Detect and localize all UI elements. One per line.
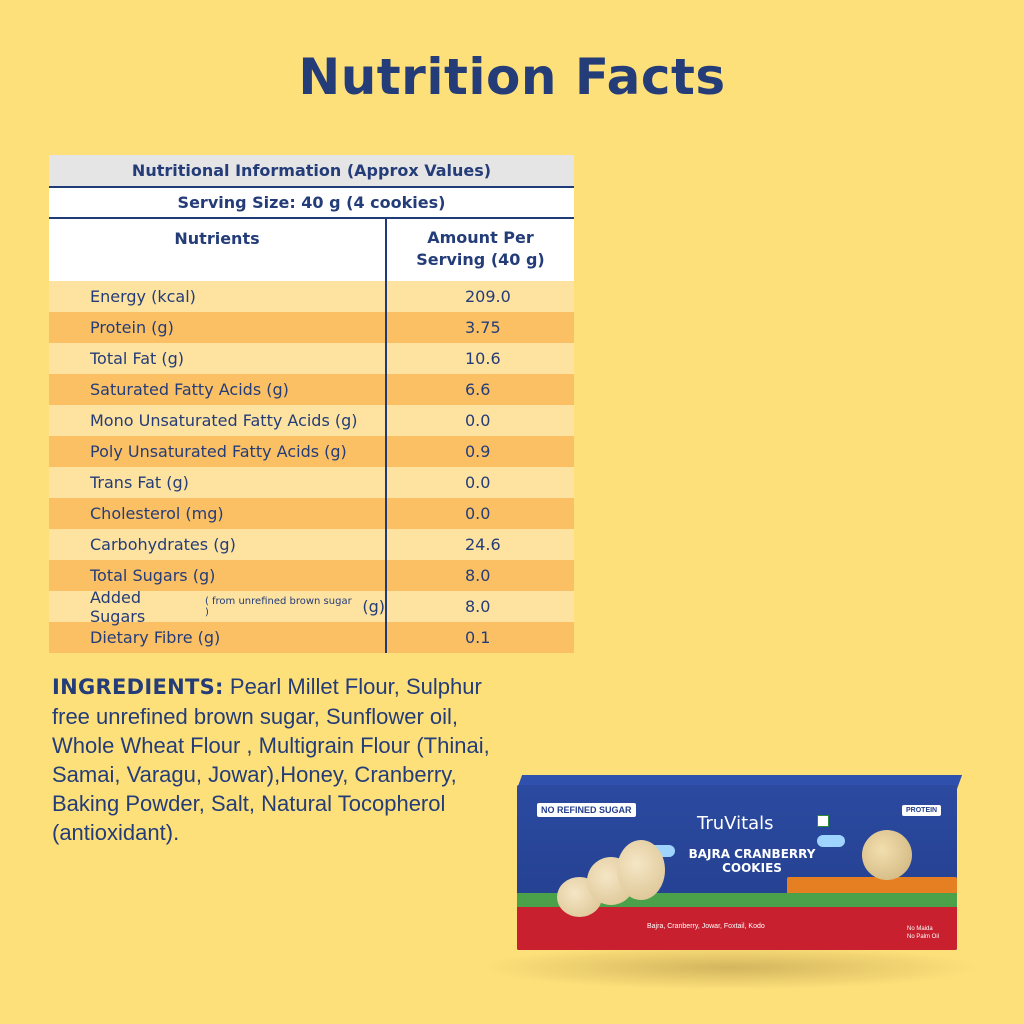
box-shadow bbox=[480, 945, 980, 990]
column-header-amount: Amount Per Serving (40 g) bbox=[387, 219, 574, 281]
veg-mark-icon bbox=[817, 815, 829, 827]
nutrient-value: 0.0 bbox=[465, 411, 491, 430]
nutrient-name: Protein (g) bbox=[49, 312, 387, 343]
table-row: Total Sugars (g) 8.0 bbox=[49, 560, 574, 591]
serving-size: Serving Size: 40 g (4 cookies) bbox=[49, 186, 574, 217]
nutrient-name: Added Sugars bbox=[90, 587, 146, 626]
table-row: Poly Unsaturated Fatty Acids (g) 0.9 bbox=[49, 436, 574, 467]
nutrient-name: Cholesterol (mg) bbox=[49, 498, 387, 529]
protein-tag: PROTEIN bbox=[902, 805, 942, 816]
table-row: Saturated Fatty Acids (g) 6.6 bbox=[49, 374, 574, 405]
grains-list: Bajra, Cranberry, Jowar, Foxtail, Kodo bbox=[647, 923, 765, 930]
table-row: Carbohydrates (g) 24.6 bbox=[49, 529, 574, 560]
nutrient-value: 8.0 bbox=[465, 597, 491, 616]
nutrient-name: Mono Unsaturated Fatty Acids (g) bbox=[49, 405, 387, 436]
nutrient-value: 8.0 bbox=[465, 566, 491, 585]
table-row: Trans Fat (g) 0.0 bbox=[49, 467, 574, 498]
nutrient-name: Trans Fat (g) bbox=[49, 467, 387, 498]
nutrient-name: Dietary Fibre (g) bbox=[49, 622, 387, 653]
table-row: Added Sugars ( from unrefined brown suga… bbox=[49, 588, 574, 626]
nutrient-value: 0.9 bbox=[465, 442, 491, 461]
nutrient-value: 10.6 bbox=[465, 349, 501, 368]
nutrient-name: Saturated Fatty Acids (g) bbox=[49, 374, 387, 405]
nutrient-name: Total Fat (g) bbox=[49, 343, 387, 374]
brand-logo: TruVitals bbox=[697, 813, 774, 834]
nutrient-name: Total Sugars (g) bbox=[49, 560, 387, 591]
table-row: Dietary Fibre (g) 0.1 bbox=[49, 622, 574, 653]
nutrient-name: Energy (kcal) bbox=[49, 281, 387, 312]
table-row: Total Fat (g) 10.6 bbox=[49, 343, 574, 374]
nutrient-name-added-sugars: Added Sugars ( from unrefined brown suga… bbox=[49, 588, 387, 626]
column-header-nutrients: Nutrients bbox=[49, 219, 387, 281]
amount-header-line2: Serving (40 g) bbox=[416, 250, 545, 269]
page-title: Nutrition Facts bbox=[298, 48, 726, 106]
nutrient-value: 3.75 bbox=[465, 318, 501, 337]
table-row: Mono Unsaturated Fatty Acids (g) 0.0 bbox=[49, 405, 574, 436]
ingredients-text: Pearl Millet Flour, Sulphur free unrefin… bbox=[52, 674, 490, 845]
nutrient-note: ( from unrefined brown sugar ) bbox=[204, 595, 352, 618]
no-palm-oil: No Palm Oil bbox=[907, 934, 940, 940]
no-refined-sugar-badge: NO REFINED SUGAR bbox=[537, 803, 636, 817]
cookie-mascot-icon bbox=[862, 830, 912, 880]
table-row: Cholesterol (mg) 0.0 bbox=[49, 498, 574, 529]
product-box-image: NO REFINED SUGAR TruVitals PROTEIN BAJRA… bbox=[480, 775, 980, 990]
product-name-line2: COOKIES bbox=[722, 861, 782, 875]
table-row: Protein (g) 3.75 bbox=[49, 312, 574, 343]
nutrient-name: Poly Unsaturated Fatty Acids (g) bbox=[49, 436, 387, 467]
nutrient-name: Carbohydrates (g) bbox=[49, 529, 387, 560]
cookie-icon bbox=[617, 840, 665, 900]
table-row: Energy (kcal) 209.0 bbox=[49, 281, 574, 312]
nutrient-value: 24.6 bbox=[465, 535, 501, 554]
brand-name: TruVitals bbox=[697, 813, 774, 834]
product-name-line1: BAJRA CRANBERRY bbox=[688, 847, 816, 861]
table-caption: Nutritional Information (Approx Values) bbox=[49, 155, 574, 186]
ingredients-label: INGREDIENTS: bbox=[52, 675, 224, 699]
nutrient-value: 0.1 bbox=[465, 628, 491, 647]
ingredients-paragraph: INGREDIENTS: Pearl Millet Flour, Sulphur… bbox=[52, 672, 522, 847]
no-maida: No Maida bbox=[907, 926, 933, 932]
nutrient-value: 209.0 bbox=[465, 287, 511, 306]
product-box: NO REFINED SUGAR TruVitals PROTEIN BAJRA… bbox=[517, 785, 957, 950]
nutrient-value: 0.0 bbox=[465, 473, 491, 492]
nutrient-unit: (g) bbox=[362, 597, 385, 616]
cloud-icon bbox=[817, 835, 845, 847]
no-maida-palm-oil: No Maida No Palm Oil bbox=[907, 925, 939, 941]
table-header: Nutrients Amount Per Serving (40 g) bbox=[49, 217, 574, 281]
nutrition-table: Nutritional Information (Approx Values) … bbox=[49, 155, 574, 653]
nutrient-value: 6.6 bbox=[465, 380, 491, 399]
nutrient-value: 0.0 bbox=[465, 504, 491, 523]
product-name: BAJRA CRANBERRY COOKIES bbox=[672, 847, 832, 875]
amount-header-line1: Amount Per bbox=[427, 228, 534, 247]
